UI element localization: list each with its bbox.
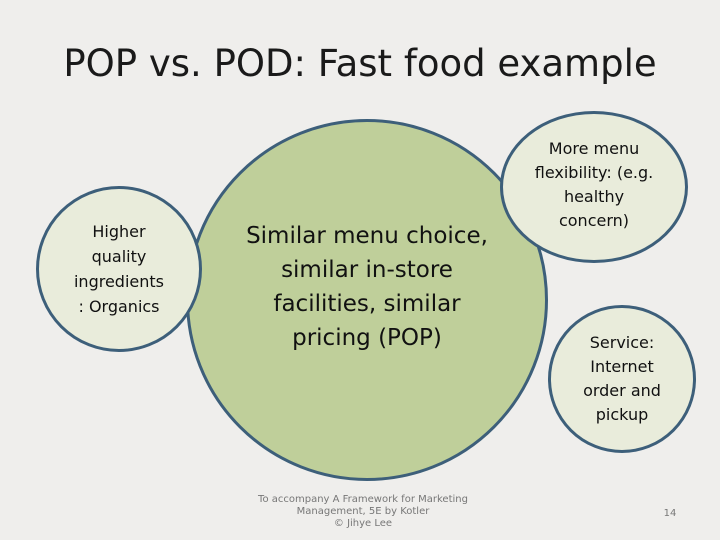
- page-number: 14: [663, 508, 677, 519]
- pod-left-text: Higher quality ingredients : Organics: [73, 222, 164, 316]
- pod-left-circle: Higher quality ingredients : Organics: [36, 186, 202, 352]
- pod-top-right-circle: More menu flexibility: (e.g. healthy con…: [500, 111, 688, 263]
- pod-bottom-right-text: Service: Internet order and pickup: [583, 333, 661, 424]
- slide-title: POP vs. POD: Fast food example: [63, 42, 657, 85]
- pop-center-text: Similar menu choice, similar in-store fa…: [246, 222, 488, 351]
- pod-bottom-right-circle: Service: Internet order and pickup: [548, 305, 696, 453]
- slide-footer: To accompany A Framework for Marketing M…: [258, 494, 468, 529]
- pod-top-right-text: More menu flexibility: (e.g. healthy con…: [534, 139, 654, 230]
- pop-center-circle: Similar menu choice, similar in-store fa…: [186, 119, 548, 481]
